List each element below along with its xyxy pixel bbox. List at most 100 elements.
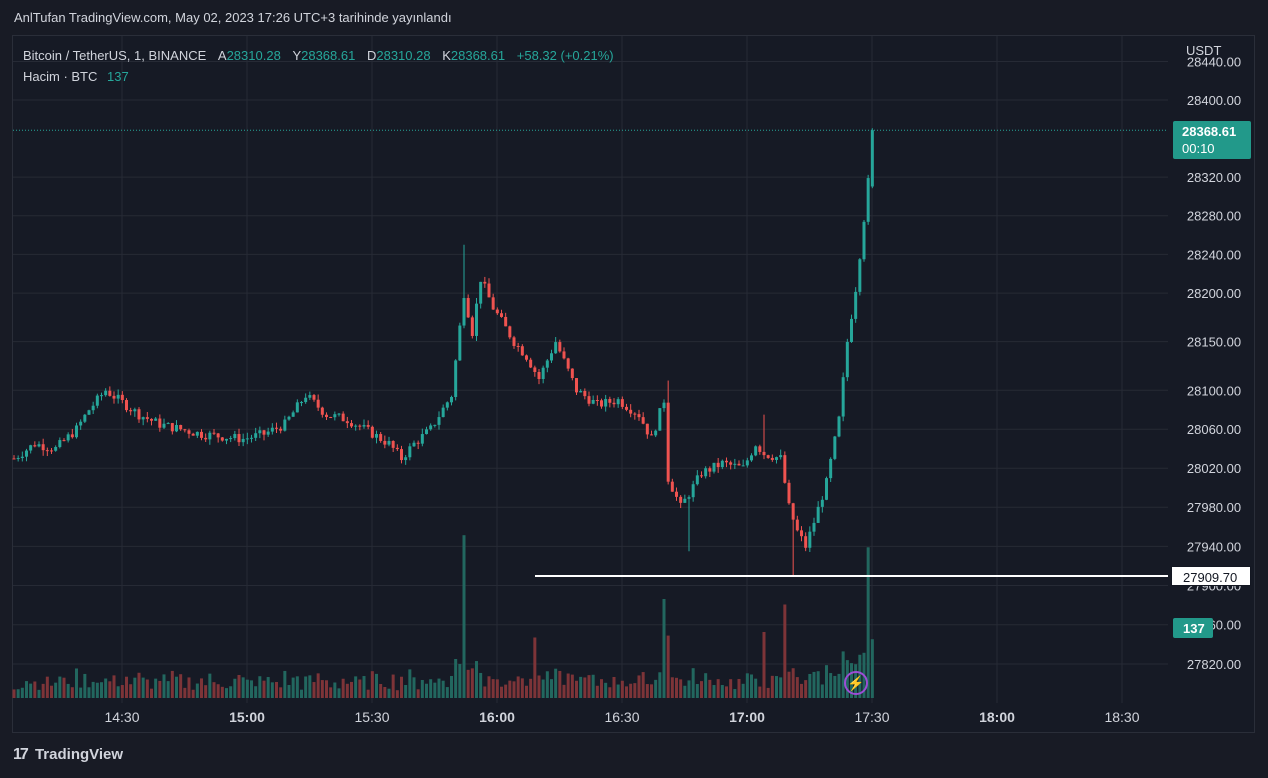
volume-bar [112,675,116,698]
volume-bar [679,679,683,698]
price-tick-label: 28150.00 [1187,335,1241,350]
volume-bar [250,680,253,698]
volume-bar [362,676,366,698]
candle-body [75,425,78,438]
candle-body [600,400,603,407]
candle-body [179,425,183,430]
candle-body [550,353,553,361]
volume-bar [541,679,545,698]
volume-bar [145,679,149,698]
volume-bar [470,668,474,698]
candle-body [533,367,537,372]
volume-bar [229,686,233,698]
candle-body [387,440,391,445]
candle-body [258,430,262,434]
candle-body [612,402,616,405]
candle-body [487,283,491,298]
horizontal-line-price-tag[interactable]: 27909.70 [1171,566,1251,586]
price-axis-unit[interactable]: USDT [1186,43,1222,58]
price-tick-label: 28320.00 [1187,170,1241,185]
volume-bar [512,681,516,698]
volume-bar [625,686,628,698]
volume-value: 137 [107,69,129,84]
volume-bar [691,668,695,698]
candle-body [570,368,574,379]
price-tick-label: 28020.00 [1187,461,1241,476]
symbol-label[interactable]: Bitcoin / TetherUS, 1, BINANCE [23,48,207,63]
volume-bar [583,677,587,698]
candle-body [154,418,158,421]
time-tick-label: 14:30 [104,709,139,725]
volume-label[interactable]: Hacim · BTC [23,69,98,84]
volume-bar [25,681,28,698]
lightning-icon[interactable]: ⚡ [844,671,868,695]
time-tick-label: 15:30 [354,709,389,725]
candle-body [500,313,503,317]
volume-bar [254,686,258,698]
volume-bar [408,669,412,698]
volume-bar [458,663,462,698]
candle-body [708,468,712,472]
volume-bar [600,679,603,698]
volume-bar [758,686,762,698]
volume-bar [658,672,662,698]
candle-body [183,429,187,431]
volume-bar [754,678,758,698]
price-tick-label: 28400.00 [1187,93,1241,108]
price-tick-label: 27940.00 [1187,539,1241,554]
volume-bar [279,687,283,698]
volume-bar [237,674,241,698]
candle-body [475,303,478,336]
time-tick-label: 17:00 [729,709,765,725]
candle-body [466,298,470,318]
volume-bar [745,673,749,698]
volume-bar [366,689,370,698]
candle-body [558,342,562,352]
candle-body [379,434,383,441]
candle-body [304,397,308,403]
volume-bar [770,675,774,698]
volume-bar [733,689,737,698]
volume-bar [425,683,428,698]
candle-body [783,455,787,483]
volume-bar [645,684,649,698]
candle-body [108,390,112,396]
volume-bar [529,678,533,698]
candle-body [437,417,441,425]
candle-body [454,360,458,397]
candle-body [808,531,812,548]
volume-bar [525,685,528,698]
volume-bar [779,677,783,698]
volume-bar [204,685,208,698]
volume-bar [412,677,416,698]
volume-bar [579,676,583,698]
volume-bar [241,677,245,698]
volume-bar [116,686,120,698]
candle-body [400,449,403,461]
volume-bar [308,675,312,698]
candle-body [250,437,253,439]
volume-bar [666,635,670,698]
high-value: 28368.61 [301,48,356,63]
candle-body [283,419,287,431]
volume-bar [766,687,770,698]
candle-body [679,496,683,503]
volume-bar [120,685,124,698]
volume-bar [291,677,295,698]
volume-bar [387,688,391,698]
candle-body [770,457,774,460]
volume-bar [129,684,133,698]
volume-bar [795,677,799,698]
volume-bar [504,684,508,698]
candle-body [100,395,103,397]
volume-bar [416,689,420,698]
chart-frame[interactable] [12,35,1255,733]
candle-body [58,440,62,448]
tradingview-brand[interactable]: 17 TradingView [13,746,123,764]
volume-bar [866,547,870,698]
volume-bar [262,680,266,698]
volume-bar [245,679,249,698]
candle-body [650,434,653,436]
candle-body [200,431,203,438]
